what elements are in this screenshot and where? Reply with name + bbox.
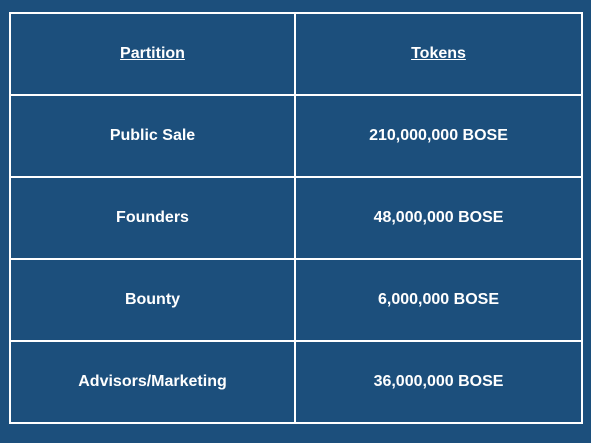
column-header-partition: Partition <box>9 12 296 96</box>
column-header-tokens: Tokens <box>294 12 583 96</box>
tokens-cell: 6,000,000 BOSE <box>294 258 583 342</box>
column-header-partition-label: Partition <box>120 45 185 62</box>
tokens-cell: 210,000,000 BOSE <box>294 94 583 178</box>
tokens-cell: 36,000,000 BOSE <box>294 340 583 424</box>
table-row: Bounty 6,000,000 BOSE <box>9 258 583 342</box>
tokens-cell: 48,000,000 BOSE <box>294 176 583 260</box>
partition-cell: Advisors/Marketing <box>9 340 296 424</box>
partition-cell: Public Sale <box>9 94 296 178</box>
table-row: Founders 48,000,000 BOSE <box>9 176 583 260</box>
table-row: Advisors/Marketing 36,000,000 BOSE <box>9 340 583 424</box>
table-row: Public Sale 210,000,000 BOSE <box>9 94 583 178</box>
partition-cell: Founders <box>9 176 296 260</box>
token-partition-table: Partition Tokens Public Sale 210,000,000… <box>9 12 583 424</box>
table-header-row: Partition Tokens <box>9 12 583 96</box>
partition-cell: Bounty <box>9 258 296 342</box>
column-header-tokens-label: Tokens <box>411 45 466 62</box>
